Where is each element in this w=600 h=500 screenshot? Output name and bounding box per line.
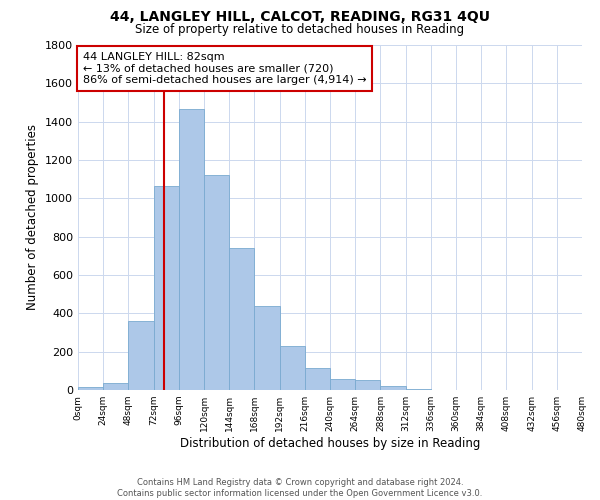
Text: 44 LANGLEY HILL: 82sqm
← 13% of detached houses are smaller (720)
86% of semi-de: 44 LANGLEY HILL: 82sqm ← 13% of detached… [83,52,367,85]
Bar [229,248,254,390]
Bar [154,186,179,390]
Bar [78,387,103,390]
Text: Contains HM Land Registry data © Crown copyright and database right 2024.
Contai: Contains HM Land Registry data © Crown c… [118,478,482,498]
Bar [103,384,128,390]
Text: 44, LANGLEY HILL, CALCOT, READING, RG31 4QU: 44, LANGLEY HILL, CALCOT, READING, RG31 … [110,10,490,24]
Bar [355,380,380,390]
Bar [204,176,229,390]
Bar [406,389,431,390]
X-axis label: Distribution of detached houses by size in Reading: Distribution of detached houses by size … [180,437,480,450]
Bar [254,306,280,390]
Y-axis label: Number of detached properties: Number of detached properties [26,124,40,310]
Bar [128,321,154,390]
Bar [380,386,406,390]
Bar [179,109,204,390]
Bar [280,346,305,390]
Text: Size of property relative to detached houses in Reading: Size of property relative to detached ho… [136,22,464,36]
Bar [330,380,355,390]
Bar [305,368,330,390]
